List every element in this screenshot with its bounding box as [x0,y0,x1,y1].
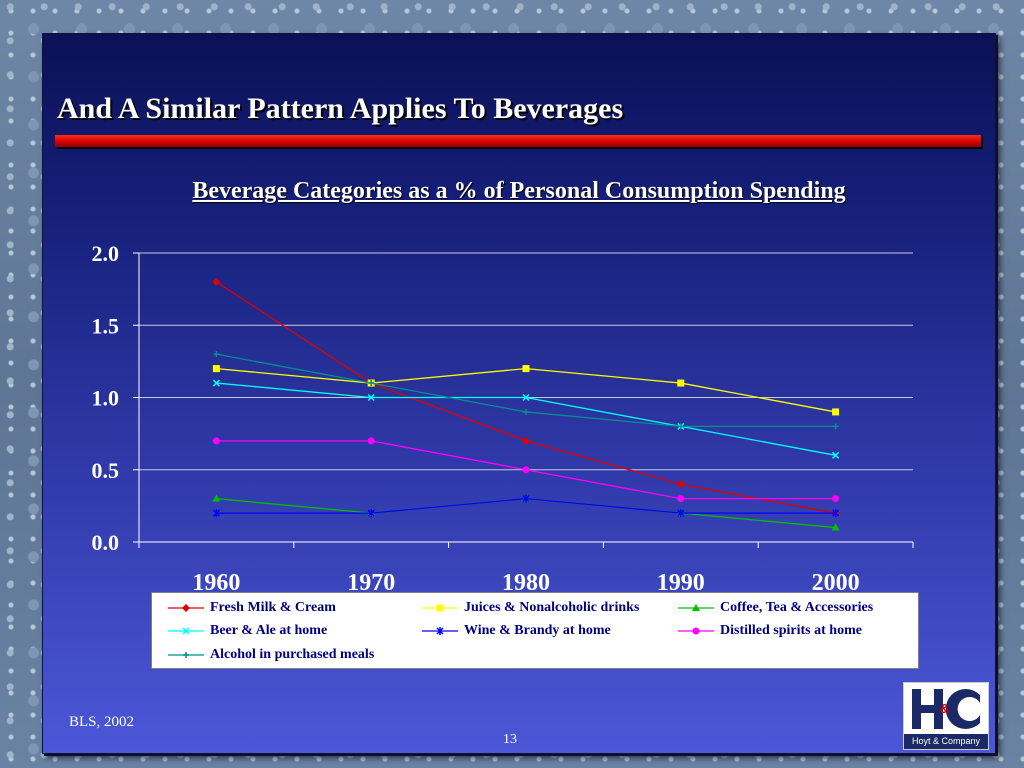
x-tick-label: 1990 [657,570,705,596]
legend-marker [182,604,190,612]
x-tick-label: 1980 [502,570,550,596]
data-point [831,523,840,531]
logo-company-name: Hoyt & Company [904,734,988,749]
legend-symbol [422,604,458,612]
data-point [677,379,685,387]
legend-symbol [168,627,204,635]
legend-marker [436,604,444,612]
data-point [676,480,685,489]
legend-marker [692,627,700,635]
legend-symbol [422,627,458,635]
legend-label: Fresh Milk & Cream [210,600,336,615]
data-point [832,408,840,416]
legend-label: Alcohol in purchased meals [210,647,375,662]
legend-item: Coffee, Tea & Accessories [676,600,873,616]
data-point [212,437,220,445]
data-point [677,423,684,430]
data-point [677,495,685,503]
data-point [367,437,375,445]
data-point [212,379,220,387]
legend-symbol [678,604,714,611]
legend-label: Coffee, Tea & Accessories [720,600,874,615]
legend-symbol [168,604,204,612]
x-tick-label: 1960 [192,570,240,596]
data-point [832,495,840,503]
legend-symbol [678,627,714,635]
series-line [216,353,836,428]
legend-label: Distilled spirits at home [720,623,862,638]
data-point [832,423,839,430]
title-divider-bar [55,135,981,147]
legend-marker [182,627,190,635]
y-tick-label: 0.0 [92,530,120,555]
hc-logo-mark [912,689,980,729]
data-point [522,365,530,373]
legend-item: Alcohol in purchased meals [166,647,374,663]
slide-title: And A Similar Pattern Applies To Beverag… [57,92,624,125]
y-tick-label: 0.5 [92,458,120,483]
legend-label: Wine & Brandy at home [464,623,611,638]
data-point [677,509,685,518]
data-point [522,466,530,474]
data-point [367,509,375,518]
data-point [522,393,530,402]
data-point [212,277,221,286]
legend-marker [436,627,444,635]
series-line [216,367,836,413]
data-point [367,393,375,402]
source-note: BLS, 2002 [69,714,135,730]
slide: And A Similar Pattern Applies To Beverag… [42,33,996,754]
legend-item: Wine & Brandy at home [420,623,611,639]
data-point [213,351,220,358]
data-point [212,509,220,518]
chart-legend: Fresh Milk & Cream Juices & Nonalcoholic … [151,592,919,669]
page-number: 13 [503,732,517,747]
y-tick-label: 1.5 [92,313,120,338]
legend-item: Juices & Nonalcoholic drinks [420,600,639,616]
legend-item: Distilled spirits at home [676,623,862,639]
data-point [522,494,530,503]
data-point [523,408,529,415]
legend-symbol [168,652,204,658]
data-point [522,436,530,445]
chart-title: Beverage Categories as a % of Personal C… [192,178,846,204]
legend-item: Fresh Milk & Cream [166,600,336,616]
legend-label: Beer & Ale at home [210,623,328,638]
legend-item: Beer & Ale at home [166,623,327,639]
data-point [212,494,221,502]
y-tick-label: 2.0 [92,241,120,266]
y-tick-label: 1.0 [92,386,120,411]
logo-ampersand: & [940,701,950,716]
data-point [212,365,220,373]
legend-marker [692,604,700,611]
legend-label: Juices & Nonalcoholic drinks [464,600,640,615]
legend-marker [183,652,189,658]
x-tick-label: 1970 [347,570,395,596]
data-point [832,451,840,459]
company-logo: & Hoyt & Company [903,682,989,750]
x-tick-label: 2000 [812,570,860,596]
data-point [832,509,840,518]
data-point [368,380,375,387]
line-chart: 0.0 0.5 1.0 1.5 2.0 1960 1970 1980 1990 2000 [92,241,914,596]
